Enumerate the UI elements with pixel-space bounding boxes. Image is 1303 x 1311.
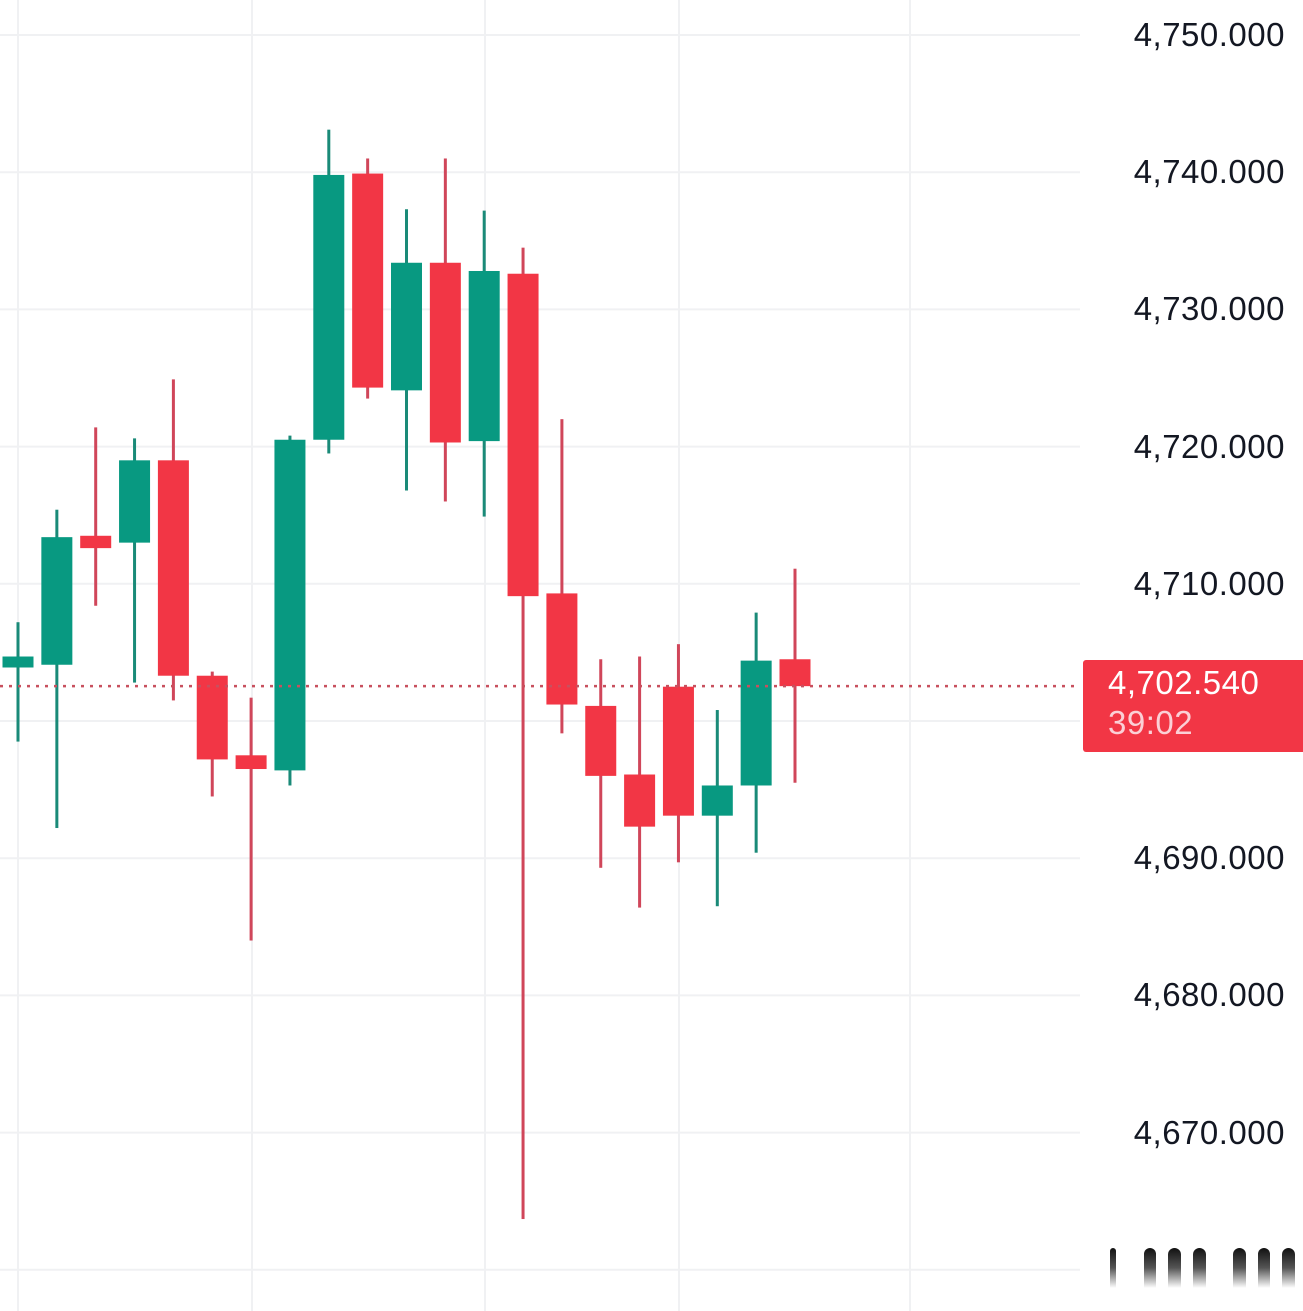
y-axis-tick-label: 4,690.000 [1133,839,1285,877]
candle-down [662,644,694,863]
candle-up [391,209,422,491]
candle-up [740,612,772,853]
candle-down [352,158,384,399]
candle-down [235,697,267,941]
candle-down [157,379,189,701]
obscured-axis-label [1110,1248,1295,1298]
candle-up [313,129,345,454]
y-axis-tick-label: 4,710.000 [1133,564,1285,602]
candle-up [468,210,500,517]
candle-down [624,656,656,908]
candle-up [119,438,151,683]
candle-down [196,671,228,797]
last-price-badge: 4,702.540 39:02 [1083,660,1303,753]
candle-up [274,435,306,786]
last-price-value: 4,702.540 [1108,664,1260,702]
y-axis-tick-label: 4,670.000 [1133,1113,1285,1151]
candle-down [429,158,461,502]
candle-up [41,509,73,829]
y-axis-tick-label: 4,740.000 [1133,153,1285,191]
y-axis-tick-label: 4,750.000 [1133,16,1285,53]
candle-up [2,622,34,742]
candle-down [507,247,539,1220]
candle-down [779,568,811,783]
y-axis-tick-label: 4,720.000 [1133,427,1285,465]
candles [2,129,811,1220]
candle-down [80,427,112,606]
bar-countdown: 39:02 [1108,704,1194,742]
y-axis-tick-label: 4,680.000 [1133,976,1285,1014]
candle-up [701,710,733,907]
y-axis-tick-label: 4,730.000 [1133,290,1285,328]
candle-down [585,659,617,868]
